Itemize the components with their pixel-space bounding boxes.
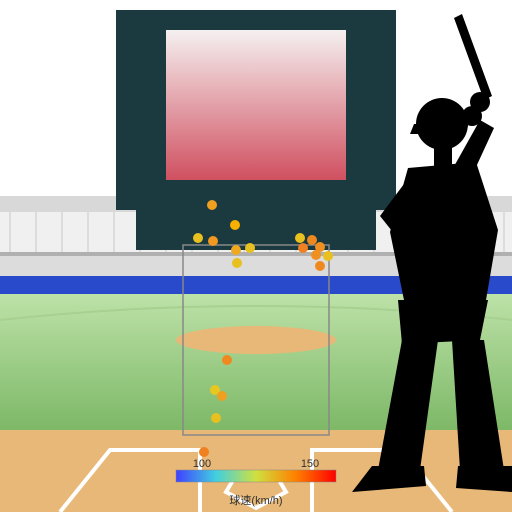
pitch-marker [222, 355, 232, 365]
pitch-marker [217, 391, 227, 401]
legend-title: 球速(km/h) [229, 493, 282, 507]
scoreboard [116, 10, 396, 250]
legend-tick-label: 100 [193, 458, 211, 470]
pitch-marker [232, 258, 242, 268]
pitch-marker [207, 200, 217, 210]
pitch-marker [298, 243, 308, 253]
pitch-marker [307, 235, 317, 245]
pitch-location-chart: 100 150 球速(km/h) [0, 0, 512, 512]
pitch-marker [315, 261, 325, 271]
pitch-marker [208, 236, 218, 246]
pitch-marker [230, 220, 240, 230]
pitch-marker [323, 251, 333, 261]
pitch-marker [199, 447, 209, 457]
legend-tick-label: 150 [301, 458, 319, 470]
pitch-marker [245, 243, 255, 253]
pitch-marker [211, 413, 221, 423]
pitchers-mound [176, 326, 336, 354]
pitch-marker [193, 233, 203, 243]
pitch-marker [311, 250, 321, 260]
pitch-marker [295, 233, 305, 243]
pitch-marker [231, 245, 241, 255]
